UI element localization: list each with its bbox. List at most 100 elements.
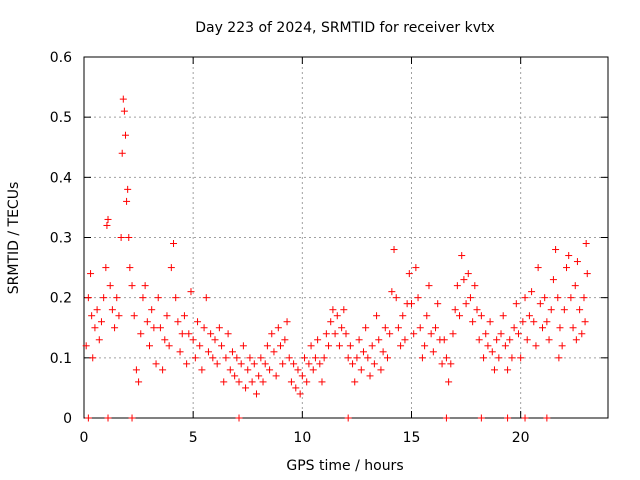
data-point [242, 384, 250, 392]
data-point [309, 366, 317, 374]
data-point [432, 324, 440, 332]
data-point [560, 306, 568, 314]
data-point [137, 330, 145, 338]
data-point [307, 342, 315, 350]
data-point [545, 336, 553, 344]
data-point [488, 348, 496, 356]
data-point [183, 360, 191, 368]
data-point [174, 318, 182, 326]
data-point [108, 306, 116, 314]
data-point [156, 324, 164, 332]
data-point [379, 348, 387, 356]
data-point [477, 414, 485, 422]
data-point [549, 276, 557, 284]
data-point [314, 336, 322, 344]
data-point [255, 372, 263, 380]
data-point [539, 324, 546, 332]
data-point [263, 342, 271, 350]
data-point [501, 342, 509, 350]
data-point [113, 294, 121, 302]
data-point [228, 348, 236, 356]
data-point [115, 312, 123, 320]
data-point [543, 318, 551, 326]
data-point [222, 354, 230, 362]
data-point [233, 354, 241, 362]
data-point [497, 330, 505, 338]
data-point [287, 378, 295, 386]
data-point [517, 354, 525, 362]
data-point [388, 288, 396, 296]
data-point [580, 294, 588, 302]
data-point [482, 330, 490, 338]
data-point [277, 342, 284, 350]
data-point [344, 354, 352, 362]
data-point [445, 378, 453, 386]
data-point [547, 306, 555, 314]
data-point [423, 312, 431, 320]
data-point [421, 342, 429, 350]
data-point [480, 354, 488, 362]
data-point [475, 336, 483, 344]
data-point [128, 414, 136, 422]
data-point [196, 342, 204, 350]
data-point [366, 372, 374, 380]
data-point [248, 378, 256, 386]
data-point [200, 324, 208, 332]
data-point [521, 294, 529, 302]
data-point [466, 294, 474, 302]
data-point [150, 324, 158, 332]
data-point [506, 336, 514, 344]
data-point [239, 342, 247, 350]
y-axis-tick-labels: 0 0.1 0.2 0.3 0.4 0.5 0.6 [50, 50, 72, 427]
data-point [390, 246, 398, 254]
y-tick-label: 0.5 [50, 110, 72, 126]
data-point [224, 330, 232, 338]
data-point [335, 342, 343, 350]
data-point [383, 354, 391, 362]
data-point [252, 390, 260, 398]
chart-title: Day 223 of 2024, SRMTID for receiver kvt… [195, 20, 495, 36]
data-point [322, 330, 330, 338]
data-point [102, 264, 110, 272]
data-point [405, 270, 413, 278]
data-point [246, 354, 254, 362]
data-point [189, 336, 197, 344]
data-point [178, 330, 186, 338]
data-point [370, 360, 378, 368]
data-point [89, 354, 97, 362]
data-point [318, 378, 326, 386]
data-point [159, 366, 167, 374]
data-point [176, 348, 184, 356]
data-point [351, 378, 359, 386]
data-point [148, 306, 156, 314]
data-point [362, 324, 370, 332]
data-point [82, 342, 90, 350]
data-point [327, 318, 335, 326]
x-axis-tick-labels: 0 5 10 15 20 [80, 430, 530, 446]
data-point [451, 306, 459, 314]
data-point [123, 197, 131, 205]
data-point [316, 360, 324, 368]
y-tick-label: 0.4 [50, 170, 72, 186]
data-point [401, 336, 409, 344]
data-point [294, 366, 302, 374]
data-point [525, 312, 533, 320]
data-point [292, 384, 300, 392]
data-point [298, 372, 306, 380]
data-point [329, 306, 337, 314]
data-point [499, 312, 507, 320]
data-point [124, 185, 132, 193]
data-point [458, 252, 466, 260]
data-point [377, 366, 385, 374]
data-point [111, 324, 119, 332]
data-point [373, 312, 381, 320]
data-point [359, 348, 367, 356]
data-point [519, 318, 527, 326]
data-point [274, 324, 282, 332]
data-point [163, 312, 171, 320]
data-point [146, 342, 153, 350]
data-point [285, 354, 293, 362]
y-tick-label: 0 [63, 411, 72, 427]
data-point [259, 378, 267, 386]
data-point [493, 336, 501, 344]
